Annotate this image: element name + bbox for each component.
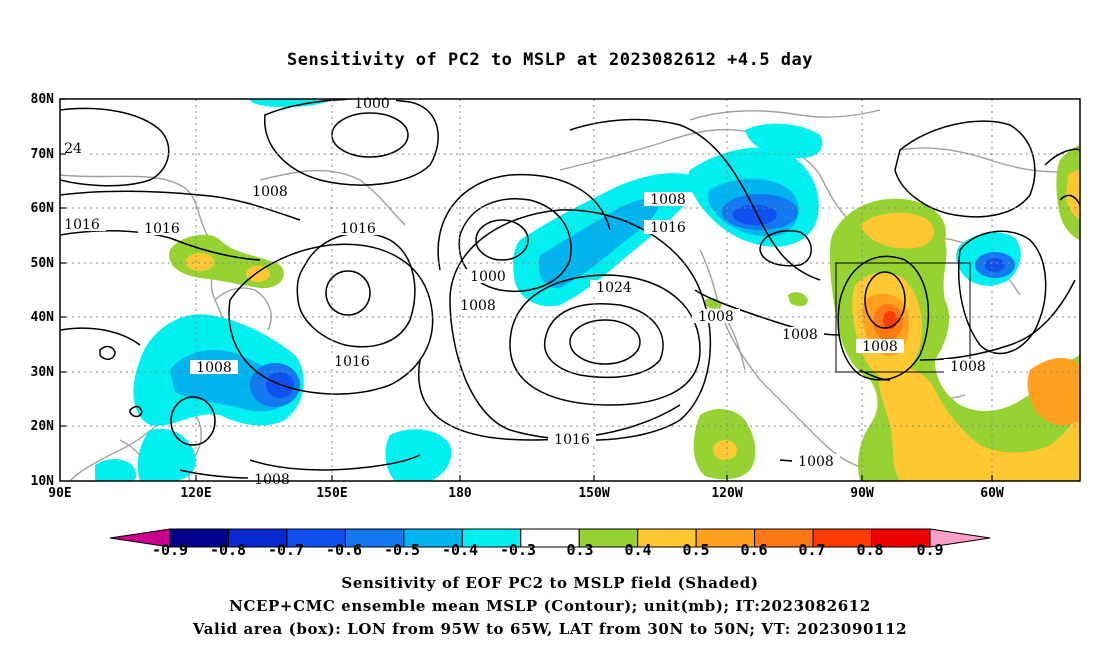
lat-label: 40N (30, 310, 54, 325)
contour-label: 1008 (862, 339, 898, 355)
contour-label: 1008 (252, 184, 288, 200)
contour-label: 1000 (354, 96, 390, 112)
contour-label: 24 (64, 141, 82, 157)
colorbar-label: 0.6 (740, 541, 768, 559)
colorbar-label: -0.8 (209, 541, 247, 559)
colorbar-high-arrow (929, 528, 991, 548)
contour-label: 1016 (334, 354, 370, 370)
contour-label: 1016 (340, 221, 376, 237)
lat-label: 60N (30, 201, 54, 216)
contour-labels: 1000 24 1008 1016 1016 1016 1000 1008 10… (58, 96, 992, 488)
lat-label: 80N (30, 92, 54, 107)
colorbar-label: -0.9 (151, 541, 189, 559)
contour-label: 1016 (64, 217, 100, 233)
lat-label: 30N (30, 365, 54, 380)
map-title: Sensitivity of PC2 to MSLP at 2023082612… (286, 50, 813, 70)
lon-label: 90W (850, 486, 874, 501)
contour-label: 1008 (650, 192, 686, 208)
lon-label: 60W (980, 486, 1004, 501)
caption-line-3: Valid area (box): LON from 95W to 65W, L… (192, 620, 908, 638)
contour-label: 1016 (554, 432, 590, 448)
colorbar-labels: -0.9 -0.8 -0.7 -0.6 -0.5 -0.4 -0.3 0.3 0… (0, 541, 1100, 561)
colorbar-label: 0.7 (798, 541, 826, 559)
colorbar-label: -0.3 (499, 541, 537, 559)
valid-area-box (835, 262, 971, 373)
lon-label: 150E (316, 486, 348, 501)
contour-label: 1008 (782, 327, 818, 343)
contour-label: 1008 (798, 454, 834, 470)
contour-label: 1000 (470, 269, 506, 285)
contour-label: 1024 (596, 280, 632, 296)
lat-label: 70N (30, 147, 54, 162)
contour-label: 1016 (650, 220, 686, 236)
map-frame (59, 98, 1081, 482)
lat-label: 50N (30, 256, 54, 271)
contour-label: 1008 (950, 359, 986, 375)
contour-label: 1008 (698, 309, 734, 325)
contour-label: 1008 (460, 298, 496, 314)
colorbar-label: -0.4 (441, 541, 479, 559)
colorbar-label: 0.5 (682, 541, 710, 559)
shading (95, 99, 1080, 481)
caption-line-2: NCEP+CMC ensemble mean MSLP (Contour); u… (229, 597, 871, 615)
colorbar-label: -0.7 (267, 541, 305, 559)
lon-label: 120E (180, 486, 212, 501)
colorbar-label: 0.9 (916, 541, 944, 559)
lat-label: 10N (30, 474, 54, 489)
colorbar-label: -0.6 (325, 541, 363, 559)
lon-label: 150W (578, 486, 610, 501)
colorbar (109, 528, 991, 548)
caption-line-1: Sensitivity of EOF PC2 to MSLP field (Sh… (341, 574, 759, 592)
lon-label: 120W (711, 486, 743, 501)
colorbar-label: 0.4 (624, 541, 652, 559)
lon-label: 180 (448, 486, 472, 501)
contour-label: 1016 (144, 221, 180, 237)
colorbar-label: -0.5 (383, 541, 421, 559)
lon-label: 90E (48, 486, 72, 501)
colorbar-label: 0.3 (566, 541, 594, 559)
lat-label: 20N (30, 419, 54, 434)
contour-label: 1008 (196, 360, 232, 376)
colorbar-label: 0.8 (856, 541, 884, 559)
contour-label: 1008 (254, 472, 290, 488)
